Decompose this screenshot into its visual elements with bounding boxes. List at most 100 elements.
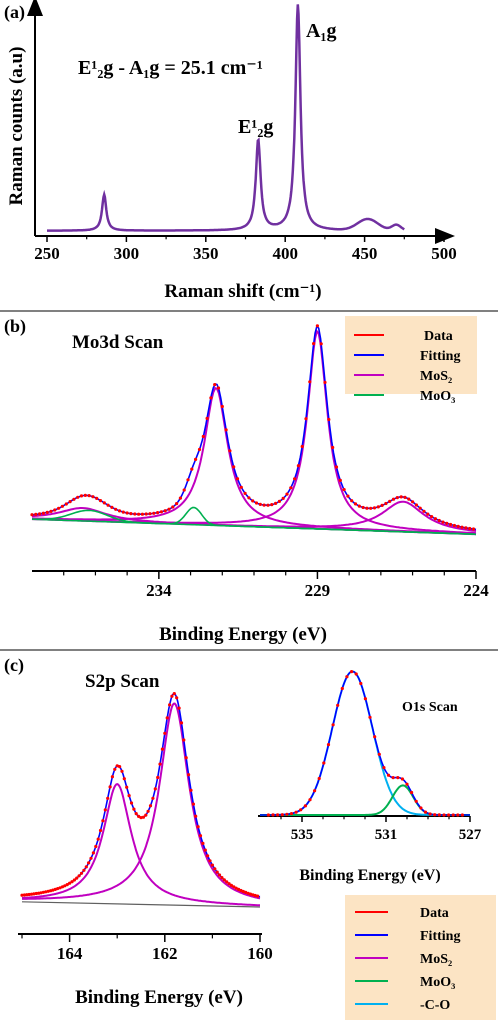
panel-c-data-point (27, 892, 31, 897)
panel-b-data-point (140, 512, 144, 516)
panel-c-data-point (20, 893, 24, 897)
panel-c-data-point (134, 812, 138, 816)
legend-c-data: Data (420, 906, 449, 921)
panel-c-data-point (98, 828, 103, 833)
panel-c-data-point (113, 767, 117, 771)
panel-c-data-point (170, 694, 174, 698)
inset-data-point (456, 813, 460, 817)
panel-b-data-point (365, 506, 369, 510)
panel-c-data-point (184, 756, 188, 760)
panel-c-data-point (191, 802, 195, 806)
inset-data-point (368, 715, 372, 719)
panel-b-data-point (414, 503, 418, 507)
panel-b-data-point (53, 508, 57, 512)
panel-c-data-point (146, 809, 150, 813)
inset-data-point (331, 723, 335, 727)
panel-a-x-tick-label: 350 (193, 244, 219, 263)
panel-b-data-point (133, 512, 137, 516)
panel-b-data-point (270, 503, 274, 507)
panel-c-data-point (198, 834, 203, 838)
panel-b-data-point (407, 497, 411, 501)
panel-c-data-point (234, 886, 238, 890)
inset-data-point (317, 776, 321, 781)
panel-b-data-point (205, 416, 209, 420)
panel-b-data-point (372, 506, 377, 510)
o1s-moo3-component (260, 784, 470, 816)
panel-b-data-point (445, 521, 449, 526)
panel-b-data-point (441, 520, 445, 524)
panel-b-data-point (232, 465, 236, 469)
panel-c-data-point (127, 794, 131, 798)
inset-x-tick-label: 527 (459, 827, 482, 843)
panel-c-data-point (68, 881, 72, 885)
panel-b-data-point (72, 497, 76, 501)
panel-b-data-point (175, 502, 179, 506)
panel-b-data-point (220, 404, 224, 409)
panel-c-data-point (84, 865, 88, 869)
panel-c-data-point (163, 731, 167, 735)
panel-c-data-point (172, 692, 176, 696)
panel-c-curves (20, 692, 261, 908)
panel-c-legend: Data Fitting MoS₂ MoO₃ -C-O (345, 895, 496, 1020)
panel-c-data-point (65, 883, 69, 887)
panel-c-title: S2p Scan (85, 671, 160, 692)
inset-data-point (308, 798, 312, 802)
panel-b-data-point (437, 518, 441, 523)
panel-c-x-tick-label: 164 (57, 944, 83, 963)
panel-b-data-point (216, 386, 221, 390)
panel-c-data-point (32, 892, 36, 896)
panel-b-data-point (361, 505, 365, 510)
inset-data-point (400, 777, 404, 781)
panel-b-data-point (376, 505, 380, 509)
panel-b-data-point (194, 457, 198, 461)
panel-b-data-point (327, 417, 331, 422)
panel-b-data-point (315, 324, 319, 328)
inset-data-point (354, 672, 358, 676)
panel-b-data-point (34, 512, 38, 517)
panel-c-data-point (137, 814, 141, 819)
panel-b-data-point (296, 464, 300, 468)
panel-b-data-point (262, 503, 266, 507)
legend-c-cco: -C-O (420, 998, 450, 1013)
panel-b-tag: (b) (4, 316, 26, 337)
panel-c-data-point (213, 867, 217, 871)
inset-data-point (280, 813, 284, 817)
inset-data-point (442, 813, 446, 817)
panel-a-x-tick-label: 250 (34, 244, 60, 263)
inset-data-point (386, 773, 391, 777)
panel-c-data-point (139, 816, 143, 820)
panel-b-data-point (380, 503, 384, 507)
inset-data-point (336, 703, 340, 707)
panel-c-data-point (241, 889, 245, 894)
panel-b-data-point (334, 465, 339, 469)
panel-c-data-point (229, 883, 233, 888)
panel-b-data-point (148, 512, 152, 516)
panel-b-data-point (95, 496, 99, 500)
panel-c-data-point (201, 841, 205, 846)
panel-c-data-point (46, 889, 50, 893)
inset-fitting-line (260, 670, 470, 816)
panel-b-x-label: Binding Energy (eV) (159, 624, 327, 645)
panel-c-data-point (120, 769, 124, 773)
panel-c-data-point (118, 765, 122, 769)
panel-c-data-point (91, 851, 95, 855)
panel-c-data-point (196, 825, 200, 829)
inset-data-point (433, 813, 437, 817)
panel-c-data-point (189, 788, 193, 792)
inset-data-point (359, 681, 363, 686)
panel-b-data-point (228, 449, 232, 453)
panel-b-data-point (178, 496, 182, 500)
panel-c-data-point (168, 703, 172, 707)
panel-c-data-point (246, 891, 250, 895)
raman-annotation: E¹₂g - A₁g = 25.1 cm⁻¹ (78, 57, 263, 79)
panel-b-data-point (460, 525, 464, 529)
panel-c-data-point (103, 808, 107, 812)
panel-b-data-point (449, 522, 453, 527)
panel-b-data-point (471, 527, 476, 531)
panel-c-x-tick-label: 160 (247, 944, 273, 963)
peak-label-a1g: A₁g (306, 20, 336, 42)
panel-c-data-point (148, 804, 153, 808)
panel-b-data-point (110, 505, 114, 509)
panel-c-data-point (153, 787, 157, 791)
panel-b-data-point (422, 509, 426, 513)
